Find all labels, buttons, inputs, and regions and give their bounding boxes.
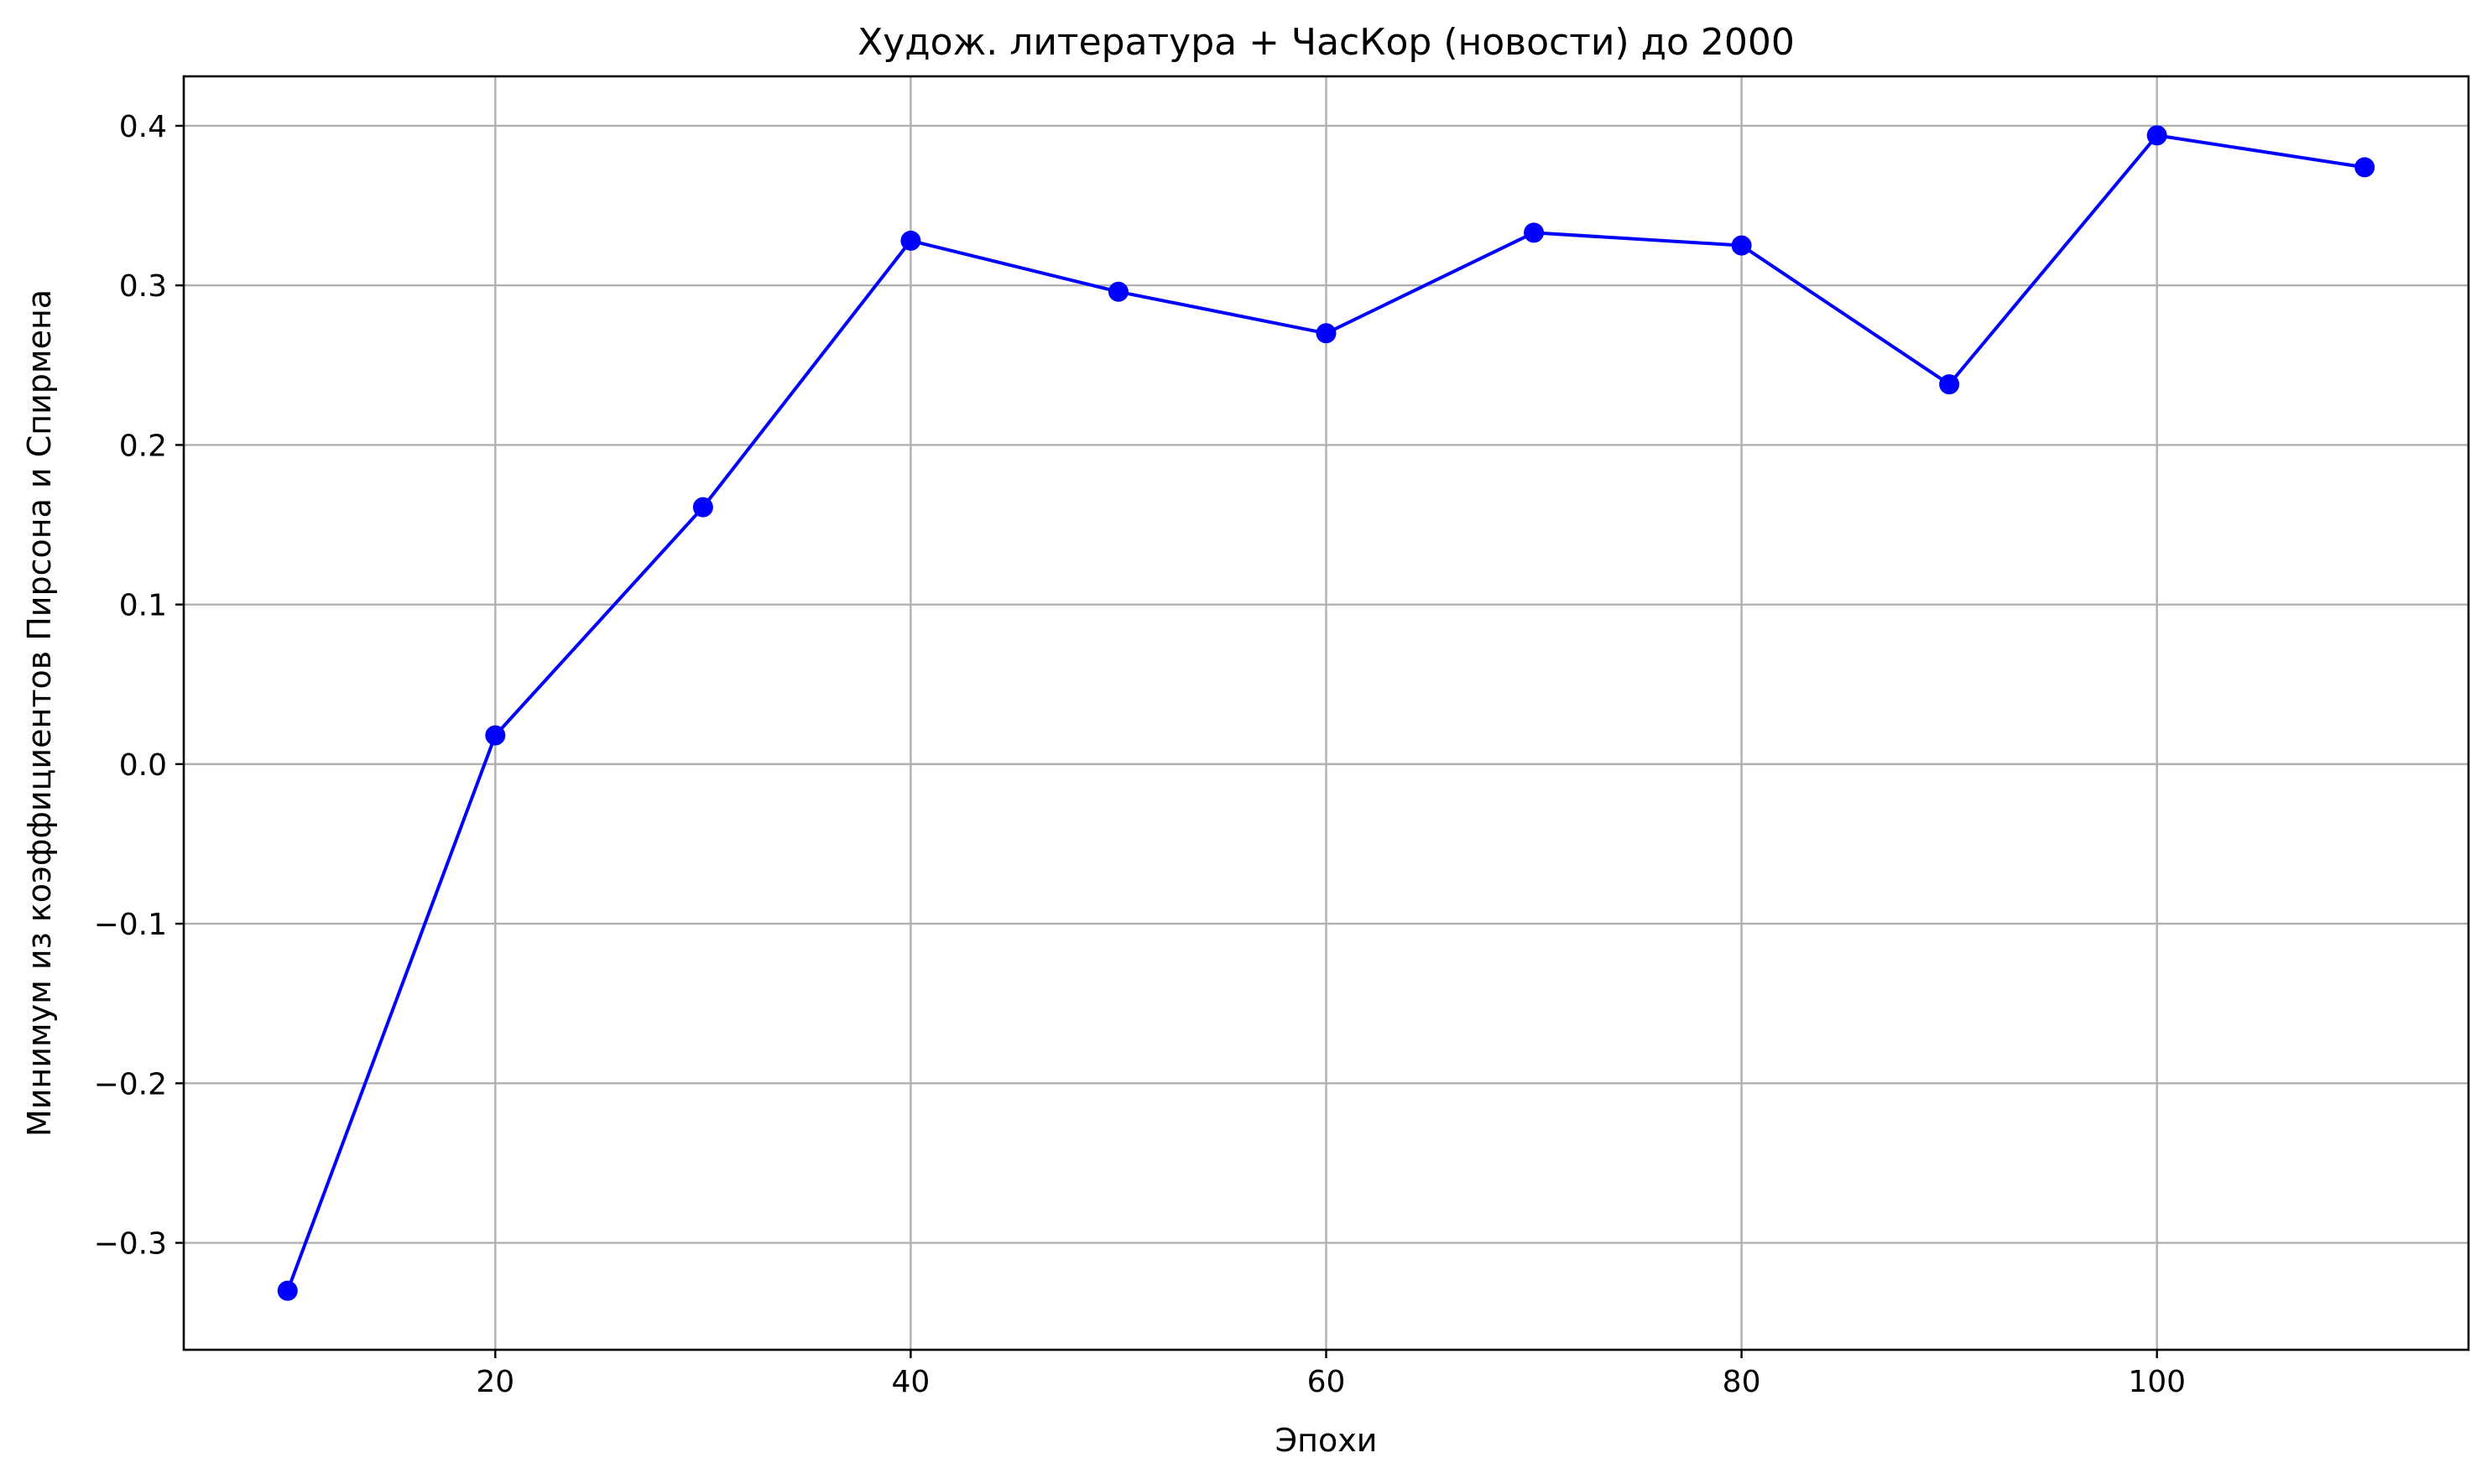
y-tick-label: −0.3 [94, 1227, 167, 1262]
data-point [1316, 323, 1337, 344]
x-tick-label: 80 [1723, 1365, 1761, 1399]
data-point [692, 497, 713, 518]
data-point [1939, 374, 1960, 395]
y-tick-label: 0.3 [119, 269, 167, 304]
y-tick-label: 0.4 [119, 110, 167, 144]
data-point [1524, 222, 1545, 243]
series-layer [277, 125, 2375, 1301]
data-point [2354, 157, 2375, 178]
y-tick-label: 0.0 [119, 748, 167, 783]
y-axis-label: Минимум из коэффициентов Пирсона и Спирм… [21, 289, 58, 1137]
y-tick-label: 0.1 [119, 589, 167, 623]
x-tick-label: 20 [476, 1365, 514, 1399]
data-point [1731, 235, 1752, 256]
x-tick-label: 40 [892, 1365, 931, 1399]
x-tick-label: 60 [1307, 1365, 1346, 1399]
data-point [277, 1280, 298, 1301]
chart-title: Худож. литература + ЧасКор (новости) до … [858, 21, 1795, 64]
y-tick-label: −0.2 [94, 1067, 167, 1101]
data-point [485, 725, 506, 746]
data-point [900, 230, 921, 251]
y-tick-label: −0.1 [94, 908, 167, 942]
y-tick-label: 0.2 [119, 429, 167, 463]
data-point [2146, 125, 2167, 146]
grid-lines [184, 76, 2469, 1350]
x-tick-label: 100 [2128, 1365, 2186, 1399]
axis-ticks: 20 40 60 80 100 −0.3 −0.2 −0.1 0.0 0.1 0.2 0.3 0.4 [94, 110, 2186, 1399]
data-point [1108, 281, 1129, 302]
x-axis-label: Эпохи [1275, 1422, 1378, 1459]
